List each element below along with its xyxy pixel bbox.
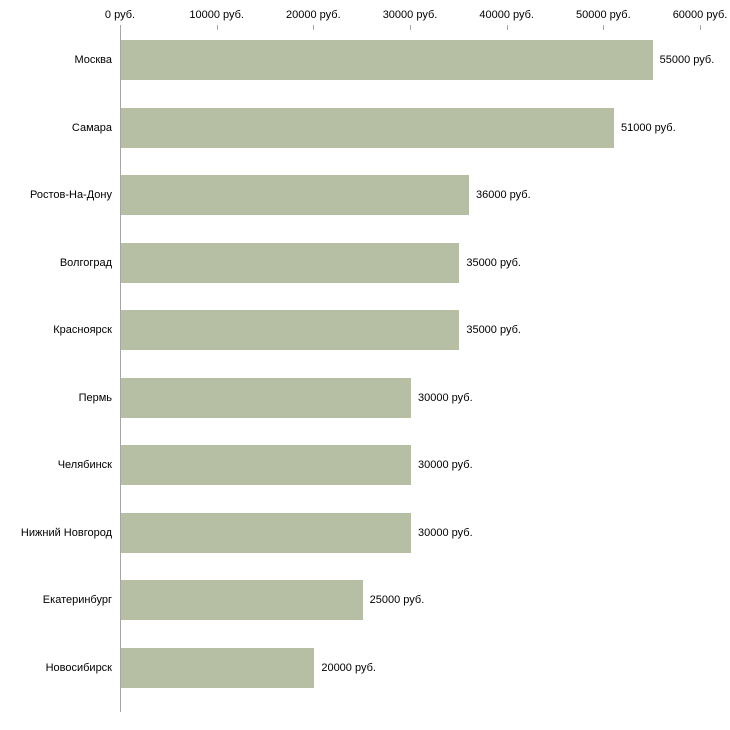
bar — [121, 377, 411, 418]
plot-area: 55000 руб. 51000 руб. 36000 руб. 35000 руб.… — [120, 30, 714, 712]
x-tick-label: 60000 руб. — [672, 9, 728, 21]
category-label: Самара — [71, 121, 112, 134]
x-tick-mark — [216, 25, 218, 30]
x-tick-label: 40000 руб. — [479, 9, 534, 21]
x-tick-mark — [410, 25, 411, 30]
bar-value-label: 51000 руб. — [621, 121, 676, 134]
bar-value-label: 20000 руб. — [321, 661, 376, 674]
x-tick-mark — [313, 25, 315, 30]
bar-value-label: 30000 руб. — [418, 526, 473, 539]
bar-value-label: 30000 руб. — [418, 391, 473, 404]
bar-value-label: 25000 руб. — [369, 594, 425, 606]
x-tick-mark — [700, 25, 701, 30]
x-tick-mark — [506, 25, 508, 30]
category-label: Челябинск — [57, 459, 112, 471]
x-tick-label: 50000 руб. — [576, 9, 631, 21]
bar-value-label: 30000 руб. — [418, 459, 473, 471]
bar — [121, 310, 460, 350]
category-label: Ростов-На-Дону — [29, 189, 112, 201]
category-label: Москва — [74, 54, 112, 66]
category-label: Нижний Новгород — [20, 526, 112, 539]
bar-value-label: 35000 руб. — [466, 324, 521, 336]
x-tick-label: 10000 руб. — [189, 9, 244, 21]
bar — [121, 512, 411, 553]
category-label: Волгоград — [59, 256, 112, 269]
x-tick-label: 30000 руб. — [382, 9, 438, 21]
category-label: Красноярск — [53, 324, 112, 336]
category-label: Пермь — [78, 391, 112, 404]
x-tick-mark — [120, 25, 121, 30]
x-tick-label: 20000 руб. — [286, 9, 341, 21]
x-axis: 0 руб. 10000 руб. 20000 руб. 30000 руб. 4000… — [0, 0, 730, 30]
bar — [121, 580, 363, 620]
bar — [121, 40, 653, 80]
x-tick-mark — [603, 25, 605, 30]
bar — [121, 647, 315, 688]
bar-value-label: 55000 руб. — [659, 54, 715, 66]
x-tick-label: 0 руб. — [104, 9, 136, 21]
category-label: Новосибирск — [45, 661, 112, 674]
bar — [121, 445, 411, 485]
bar-value-label: 36000 руб. — [476, 189, 531, 201]
bar — [121, 107, 614, 148]
bar — [121, 242, 460, 283]
bar — [121, 175, 469, 215]
category-label: Екатеринбург — [42, 594, 112, 606]
bar-value-label: 35000 руб. — [466, 256, 521, 269]
